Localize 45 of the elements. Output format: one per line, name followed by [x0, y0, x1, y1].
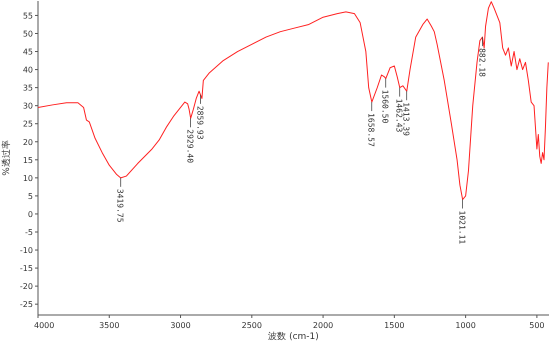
annotation: 3419.75	[116, 177, 125, 223]
x-tick-label: 3000	[170, 321, 191, 330]
y-tick-label: 35	[22, 84, 33, 93]
y-tick-label: 5	[28, 192, 33, 201]
y-tick-label: 10	[22, 174, 33, 183]
y-tick-label: 0	[28, 210, 33, 219]
annotation: 2929.40	[186, 118, 195, 164]
y-tick-label: -15	[20, 264, 33, 274]
annotation: 882.18	[477, 36, 486, 77]
annotation: 882.18	[477, 48, 486, 78]
x-tick-label: 1500	[384, 321, 405, 330]
x-axis-title: 波数 (cm-1)	[268, 331, 319, 342]
annotation: 1560.50	[380, 90, 390, 124]
annotation: 3419.75	[116, 188, 125, 223]
x-tick-label: 2000	[312, 321, 334, 330]
y-tick-label: 40	[22, 66, 33, 75]
annotation: 1021.11	[458, 210, 467, 244]
annotation: 1413.39	[402, 102, 411, 136]
annotation: 1658.57	[366, 102, 376, 147]
annotation: 2929.40	[186, 129, 195, 164]
y-tick-label: 15	[22, 156, 33, 165]
annotation: 1658.57	[366, 113, 376, 147]
y-tick-label: 50	[22, 29, 33, 38]
annotation: 2859.93	[196, 106, 205, 140]
y-tick-label: -20	[20, 282, 33, 292]
y-tick-label: 55	[22, 11, 33, 20]
y-tick-label: -25	[20, 300, 33, 310]
y-tick-label: -10	[20, 246, 33, 256]
y-tick-label: 30	[22, 102, 33, 111]
annotation: 1560.50	[380, 78, 390, 124]
x-tick-label: 1000	[455, 321, 476, 330]
x-tick-label: 2500	[242, 321, 262, 330]
annotation: 1462.43	[394, 98, 404, 133]
y-tick-label: 20	[22, 138, 33, 147]
y-tick-label: 45	[22, 48, 33, 57]
annotation: 2859.93	[196, 94, 204, 140]
y-axis-title: %透过率	[1, 140, 12, 176]
annotation: 1021.11	[458, 199, 467, 244]
x-tick-label: 4000	[34, 321, 54, 330]
x-tick-label: 3500	[99, 321, 120, 330]
y-tick-label: -5	[25, 228, 33, 237]
annotation: 1413.39	[402, 90, 411, 136]
x-tick-label: 500	[529, 321, 545, 330]
y-tick-label: 25	[22, 120, 33, 129]
annotation: 1462.43	[394, 87, 404, 132]
